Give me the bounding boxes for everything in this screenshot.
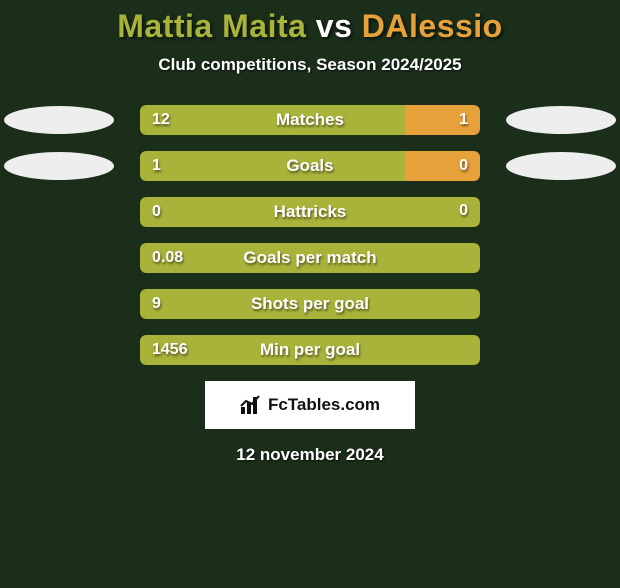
- stat-bar: 10: [140, 151, 480, 181]
- stat-bar: 1456: [140, 335, 480, 365]
- stat-bar-right: 1: [405, 105, 480, 135]
- stat-value-right: 1: [459, 111, 468, 129]
- stat-bar-left: 12: [140, 105, 405, 135]
- stat-row: 0.08Goals per match: [0, 243, 620, 273]
- stat-bar-left: 0: [140, 197, 480, 227]
- stat-value-right: 0: [459, 202, 468, 220]
- chart-icon: [240, 395, 262, 415]
- stat-bar-left: 1456: [140, 335, 480, 365]
- stat-value-left: 0: [152, 203, 161, 221]
- stat-value-left: 0.08: [152, 249, 183, 267]
- stat-bar: 0.08: [140, 243, 480, 273]
- stat-bar-right: 0: [405, 151, 480, 181]
- stat-bar-left: 0.08: [140, 243, 480, 273]
- stat-bar: 9: [140, 289, 480, 319]
- player2-name: DAlessio: [362, 8, 503, 44]
- footer-date: 12 november 2024: [0, 445, 620, 465]
- stats-rows: 121Matches10Goals00Hattricks0.08Goals pe…: [0, 105, 620, 365]
- stat-bar-left: 1: [140, 151, 405, 181]
- stat-row: 121Matches: [0, 105, 620, 135]
- team-marker-right: [506, 106, 616, 134]
- team-marker-left: [4, 152, 114, 180]
- player1-name: Mattia Maita: [117, 8, 306, 44]
- stat-value-right: 0: [459, 157, 468, 175]
- stat-value-left: 12: [152, 111, 170, 129]
- stat-bar: 12 1: [140, 105, 480, 135]
- stat-row: 10Goals: [0, 151, 620, 181]
- subtitle: Club competitions, Season 2024/2025: [0, 55, 620, 75]
- stat-value-left: 1: [152, 157, 161, 175]
- stat-row: 1456Min per goal: [0, 335, 620, 365]
- footer-brand: FcTables.com: [268, 395, 380, 415]
- stat-value-left: 1456: [152, 341, 188, 359]
- team-marker-right: [506, 152, 616, 180]
- stat-bar: 00: [140, 197, 480, 227]
- page-title: Mattia Maita vs DAlessio: [0, 8, 620, 45]
- vs-word: vs: [316, 8, 353, 44]
- team-marker-left: [4, 106, 114, 134]
- footer-badge[interactable]: FcTables.com: [205, 381, 415, 429]
- stat-row: 00Hattricks: [0, 197, 620, 227]
- stat-row: 9Shots per goal: [0, 289, 620, 319]
- stat-bar-left: 9: [140, 289, 480, 319]
- stat-value-left: 9: [152, 295, 161, 313]
